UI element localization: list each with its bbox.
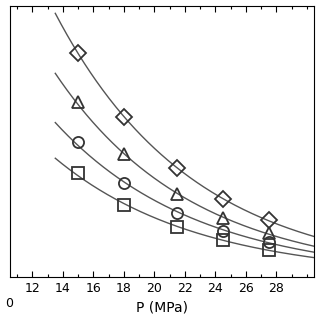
X-axis label: P (MPa): P (MPa) (136, 300, 188, 315)
Text: 0: 0 (5, 297, 13, 310)
